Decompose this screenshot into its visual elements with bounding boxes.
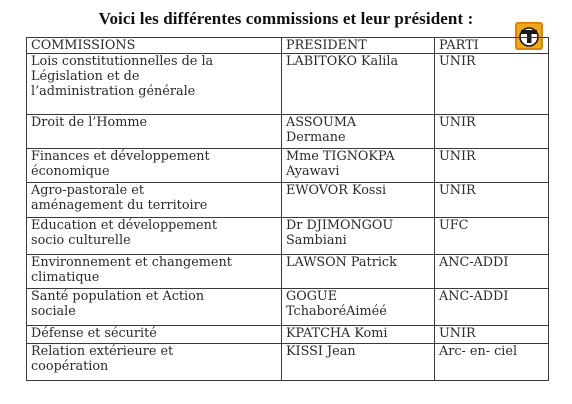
commission-cell: Droit de l’Homme (26, 114, 282, 149)
commission-cell: Santé population et Action sociale (26, 288, 282, 326)
president-cell: Mme TIGNOKPA Ayawavi (281, 148, 435, 183)
table-row: Relation extérieure et coopération KISSI… (26, 343, 549, 381)
table-row: Lois constitutionnelles de la Législatio… (26, 53, 549, 115)
header-president: PRESIDENT (281, 37, 435, 54)
president-cell: EWOVOR Kossi (281, 182, 435, 218)
commission-cell: Education et développement socio culture… (26, 217, 282, 255)
commission-cell: Agro-pastorale et aménagement du territo… (26, 182, 282, 218)
header-commissions: COMMISSIONS (26, 37, 282, 54)
parti-cell: UNIR (434, 53, 549, 115)
president-cell: ASSOUMA Dermane (281, 114, 435, 149)
president-cell: KPATCHA Komi (281, 325, 435, 344)
parti-cell: UNIR (434, 148, 549, 183)
table-row: Droit de l’Homme ASSOUMA Dermane UNIR (26, 114, 549, 149)
president-cell: GOGUE TchaboréAiméé (281, 288, 435, 326)
table-row: Santé population et Action sociale GOGUE… (26, 288, 549, 326)
president-cell: KISSI Jean (281, 343, 435, 381)
commission-cell: Lois constitutionnelles de la Législatio… (26, 53, 282, 115)
parti-cell: UNIR (434, 325, 549, 344)
table-row: Education et développement socio culture… (26, 217, 549, 255)
parti-cell: UFC (434, 217, 549, 255)
header-parti: PARTI (434, 37, 549, 54)
table-header-row: COMMISSIONS PRESIDENT PARTI (26, 37, 549, 54)
table-row: Agro-pastorale et aménagement du territo… (26, 182, 549, 218)
parti-cell: UNIR (434, 114, 549, 149)
president-cell: Dr DJIMONGOU Sambiani (281, 217, 435, 255)
commission-cell: Relation extérieure et coopération (26, 343, 282, 381)
table-row: Défense et sécurité KPATCHA Komi UNIR (26, 325, 549, 344)
parti-cell: ANC-ADDI (434, 254, 549, 289)
page-title: Voici les différentes commissions et leu… (98, 9, 474, 28)
commission-cell: Finances et développement économique (26, 148, 282, 183)
commissions-table: COMMISSIONS PRESIDENT PARTI Lois constit… (26, 37, 549, 381)
president-cell: LABITOKO Kalila (281, 53, 435, 115)
table-row: Finances et développement économique Mme… (26, 148, 549, 183)
parti-cell: UNIR (434, 182, 549, 218)
parti-cell: Arc- en- ciel (434, 343, 549, 381)
commission-cell: Environnement et changement climatique (26, 254, 282, 289)
parti-cell: ANC-ADDI (434, 288, 549, 326)
commission-cell: Défense et sécurité (26, 325, 282, 344)
president-cell: LAWSON Patrick (281, 254, 435, 289)
table-row: Environnement et changement climatique L… (26, 254, 549, 289)
